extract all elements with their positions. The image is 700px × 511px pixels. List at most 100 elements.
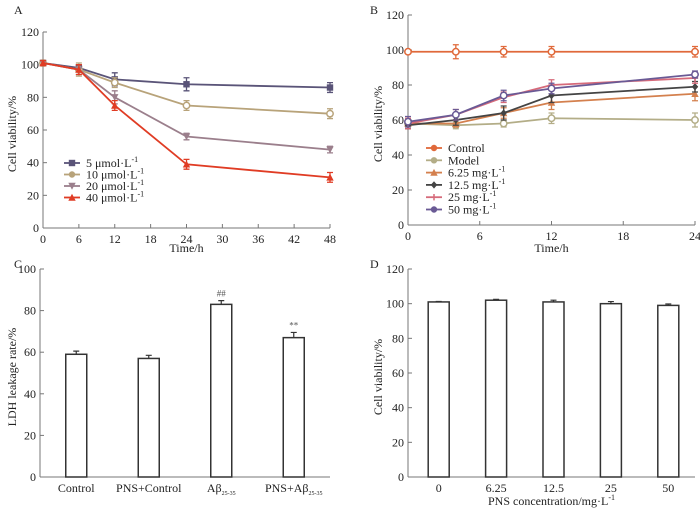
y-tick-label: 0 <box>398 470 404 484</box>
y-tick-label: 120 <box>386 8 404 22</box>
legend-label-main: 12.5 mg·L <box>448 178 499 192</box>
y-tick-label: 20 <box>27 188 39 202</box>
y-tick-label: 80 <box>24 304 36 318</box>
legend-marker <box>68 171 76 178</box>
x-axis-label: PNS concentration/mg·L-1 <box>488 493 615 508</box>
data-point <box>404 47 412 56</box>
x-axis-label-sup: -1 <box>608 493 615 502</box>
x-tick-label: PNS+Aβ25-35 <box>265 481 323 497</box>
data-point <box>499 119 508 128</box>
legend-label-main: 5 μmol·L <box>86 156 131 170</box>
legend-label-main: Control <box>448 141 485 155</box>
data-point <box>326 173 334 181</box>
legend-label-sup: -1 <box>131 155 138 164</box>
legend-label: 25 mg·L-1 <box>448 189 496 204</box>
x-tick-label: 30 <box>216 232 228 246</box>
x-tick-label-main: PNS+Control <box>116 481 182 495</box>
legend-marker <box>68 159 76 167</box>
y-tick-label: 100 <box>21 58 39 72</box>
y-tick-label: 40 <box>24 387 36 401</box>
legend-label-main: Model <box>448 153 480 167</box>
x-tick-label: 24 <box>181 232 193 246</box>
legend-label-sup: -1 <box>499 177 506 186</box>
legend-label: 5 μmol·L-1 <box>86 155 138 170</box>
y-axis-label: Cell viability/% <box>371 86 385 162</box>
x-tick-label: 25 <box>605 481 617 495</box>
data-point <box>111 101 119 109</box>
y-tick-label: 40 <box>27 156 39 170</box>
bar <box>427 301 450 478</box>
x-tick-label-sub: 25-35 <box>222 491 236 497</box>
legend-marker <box>68 193 76 201</box>
legend-marker <box>430 181 438 189</box>
x-tick-label: PNS+Control <box>116 481 182 495</box>
data-point <box>183 81 190 88</box>
x-tick-label: Aβ25-35 <box>207 481 236 497</box>
y-tick-label: 40 <box>392 401 404 415</box>
data-point <box>547 114 556 123</box>
y-tick-label: 40 <box>392 148 404 162</box>
data-point <box>451 110 460 119</box>
legend-marker <box>430 194 438 201</box>
error-bar <box>145 354 152 359</box>
y-tick-label: 20 <box>392 183 404 197</box>
x-tick-label-sub: 25-35 <box>309 491 323 497</box>
legend-marker <box>430 144 438 152</box>
bar <box>282 336 305 478</box>
y-axis-label: LDH leakage rate/% <box>5 328 19 427</box>
y-tick-label: 80 <box>392 78 404 92</box>
y-tick-label: 20 <box>24 428 36 442</box>
legend-marker <box>430 157 438 164</box>
legend-label: 50 mg·L-1 <box>448 202 496 217</box>
x-tick-label: 0 <box>436 481 442 495</box>
legend-label-sup: -1 <box>137 167 144 176</box>
bar <box>65 353 88 478</box>
error-bar <box>665 303 672 306</box>
data-point <box>691 90 699 97</box>
data-point <box>691 83 699 91</box>
x-tick-label: 6 <box>76 232 82 246</box>
data-point <box>111 94 119 102</box>
y-tick-label: 100 <box>386 297 404 311</box>
bar <box>542 301 565 478</box>
panel-c: 0 20 40 60 80 100 LDH leakage rate/% C Control PN… <box>5 257 330 497</box>
y-tick-label: 120 <box>21 25 39 39</box>
legend-label: 6.25 mg·L-1 <box>448 165 505 180</box>
x-tick-label: 48 <box>324 232 336 246</box>
bar <box>137 357 160 478</box>
panel-label: A <box>14 3 23 17</box>
x-tick-label: 18 <box>617 229 629 243</box>
legend-label: 12.5 mg·L-1 <box>448 177 505 192</box>
legend-label-sup: -1 <box>490 189 497 198</box>
data-point <box>499 91 508 100</box>
bar <box>599 302 623 478</box>
x-tick-label: 0 <box>405 229 411 243</box>
panel-d: 0 20 40 60 80 100 120 Cell viability/% D 0 6.25 12.… <box>370 257 695 508</box>
series-0 <box>39 59 334 94</box>
legend: 5 μmol·L-110 μmol·L-120 μmol·L-140 μmol·… <box>64 155 144 205</box>
y-tick-label: 100 <box>386 43 404 57</box>
x-tick-label: 12 <box>109 232 121 246</box>
bar <box>657 304 680 478</box>
legend-label-sup: -1 <box>499 165 506 174</box>
legend-label-sup: -1 <box>137 178 144 187</box>
x-tick-label-main: PNS+Aβ <box>265 481 309 495</box>
x-tick-label: 42 <box>288 232 300 246</box>
legend-label: 40 μmol·L-1 <box>86 190 144 205</box>
x-tick-label: 6.25 <box>486 481 507 495</box>
legend-label-main: 10 μmol·L <box>86 168 137 182</box>
x-tick-label: 50 <box>662 481 674 495</box>
x-tick-label: 24 <box>689 229 700 243</box>
bar <box>484 299 508 478</box>
error-bar <box>290 331 297 338</box>
panel-a: 0 20 40 60 80 100 120 0 6 12 18 24 30 36 42 48 Cell viab… <box>5 3 336 255</box>
data-point <box>404 117 412 126</box>
y-tick-label: 60 <box>392 113 404 127</box>
legend-marker <box>68 182 76 190</box>
data-point <box>451 47 460 56</box>
bar <box>210 303 233 478</box>
series-3 <box>39 59 334 183</box>
legend-label: Model <box>448 153 480 167</box>
